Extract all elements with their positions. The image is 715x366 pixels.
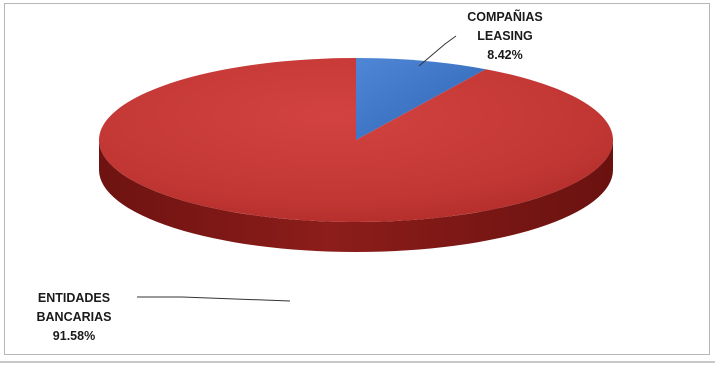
label-companias-leasing-line-2: LEASING — [477, 29, 533, 43]
label-companias-leasing-value: 8.42% — [487, 48, 522, 62]
label-companias-leasing-line-1: COMPAÑIAS — [467, 9, 542, 24]
label-entidades-bancarias-line-1: ENTIDADES — [38, 291, 110, 305]
label-entidades-bancarias-line-2: BANCARIAS — [37, 310, 112, 324]
leader-line-entidades-bancarias — [137, 296, 291, 302]
divider — [0, 361, 715, 363]
leader-line-companias-leasing — [418, 35, 457, 67]
label-entidades-bancarias-value: 91.58% — [53, 329, 95, 343]
slice-companias-leasing — [356, 58, 486, 140]
pie-side-wall — [99, 140, 613, 252]
slice-entidades-bancarias — [99, 57, 614, 222]
